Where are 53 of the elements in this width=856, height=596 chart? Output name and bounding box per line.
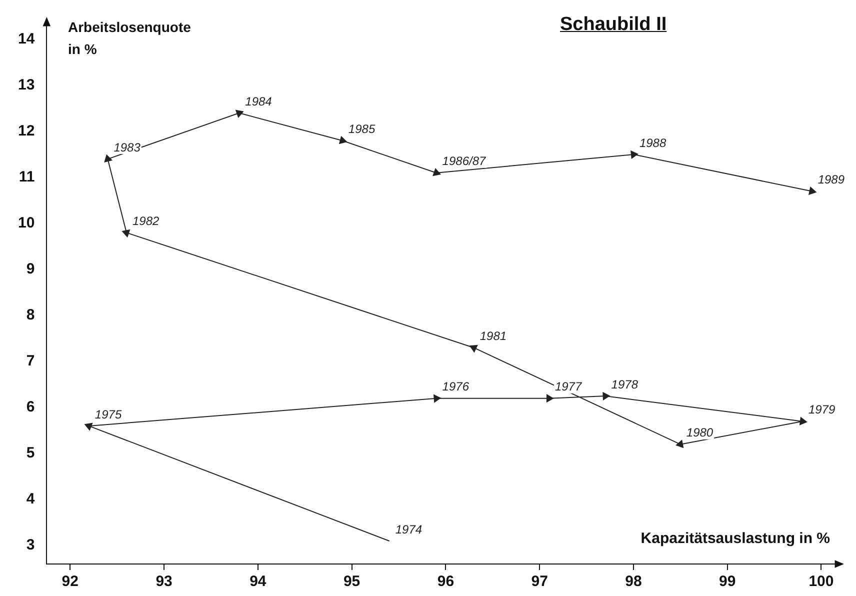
y-tick-label: 8 [26,306,35,324]
point [84,422,93,430]
y-tick-label: 12 [18,122,35,140]
annotation: 1977 [554,380,583,394]
x-tick-label: 98 [625,573,642,590]
x-tick-label: 100 [808,573,834,590]
point [630,150,638,159]
point [602,392,610,400]
y-tick-label: 13 [18,76,35,94]
y-axis-title: Arbeitslosenquote in % [68,18,191,59]
point [800,417,807,426]
y-tick-label: 11 [18,168,35,186]
annotation: 1976 [442,380,470,394]
point [432,168,441,176]
point [104,154,112,162]
annotation: 1985 [348,122,376,136]
x-tick-label: 96 [437,573,454,590]
y-tick-label: 6 [26,398,35,416]
annotation: 1974 [395,522,422,536]
annotation: 1975 [94,407,122,422]
annotation: 1983 [114,140,141,154]
annotation: 1988 [639,136,666,150]
y-tick-label: 14 [18,30,36,48]
annotation: 1980 [686,426,714,440]
annotation: 1981 [480,329,507,344]
y-tick-label: 4 [26,490,36,508]
annotation: 1978 [611,377,638,392]
point [339,136,347,144]
x-tick-label: 93 [156,573,172,590]
annotation: 1984 [245,94,272,108]
x-tick-label: 97 [531,573,548,590]
annotation: 1979 [808,402,836,417]
annotation: 1989 [818,172,845,187]
annotation: 1982 [132,214,160,228]
y-tick-label: 9 [26,260,35,278]
annotation: 1986/87 [442,154,488,168]
point [122,230,130,238]
point [546,394,554,402]
x-tick-label: 92 [62,573,78,590]
x-tick-label: 94 [250,573,267,590]
point [236,110,244,118]
point [470,344,478,352]
point [434,394,441,402]
x-tick-label: 95 [343,573,360,590]
y-tick-label: 10 [18,214,35,232]
y-tick-label: 7 [26,352,35,370]
y-tick-label: 5 [26,444,35,462]
point [676,440,684,448]
y-tick-label: 3 [26,536,35,554]
point [808,186,816,195]
x-axis-title: Kapazitätsauslastung in % [640,530,830,547]
chart-title: Schaubild II [560,14,667,36]
x-tick-label: 99 [718,573,736,590]
